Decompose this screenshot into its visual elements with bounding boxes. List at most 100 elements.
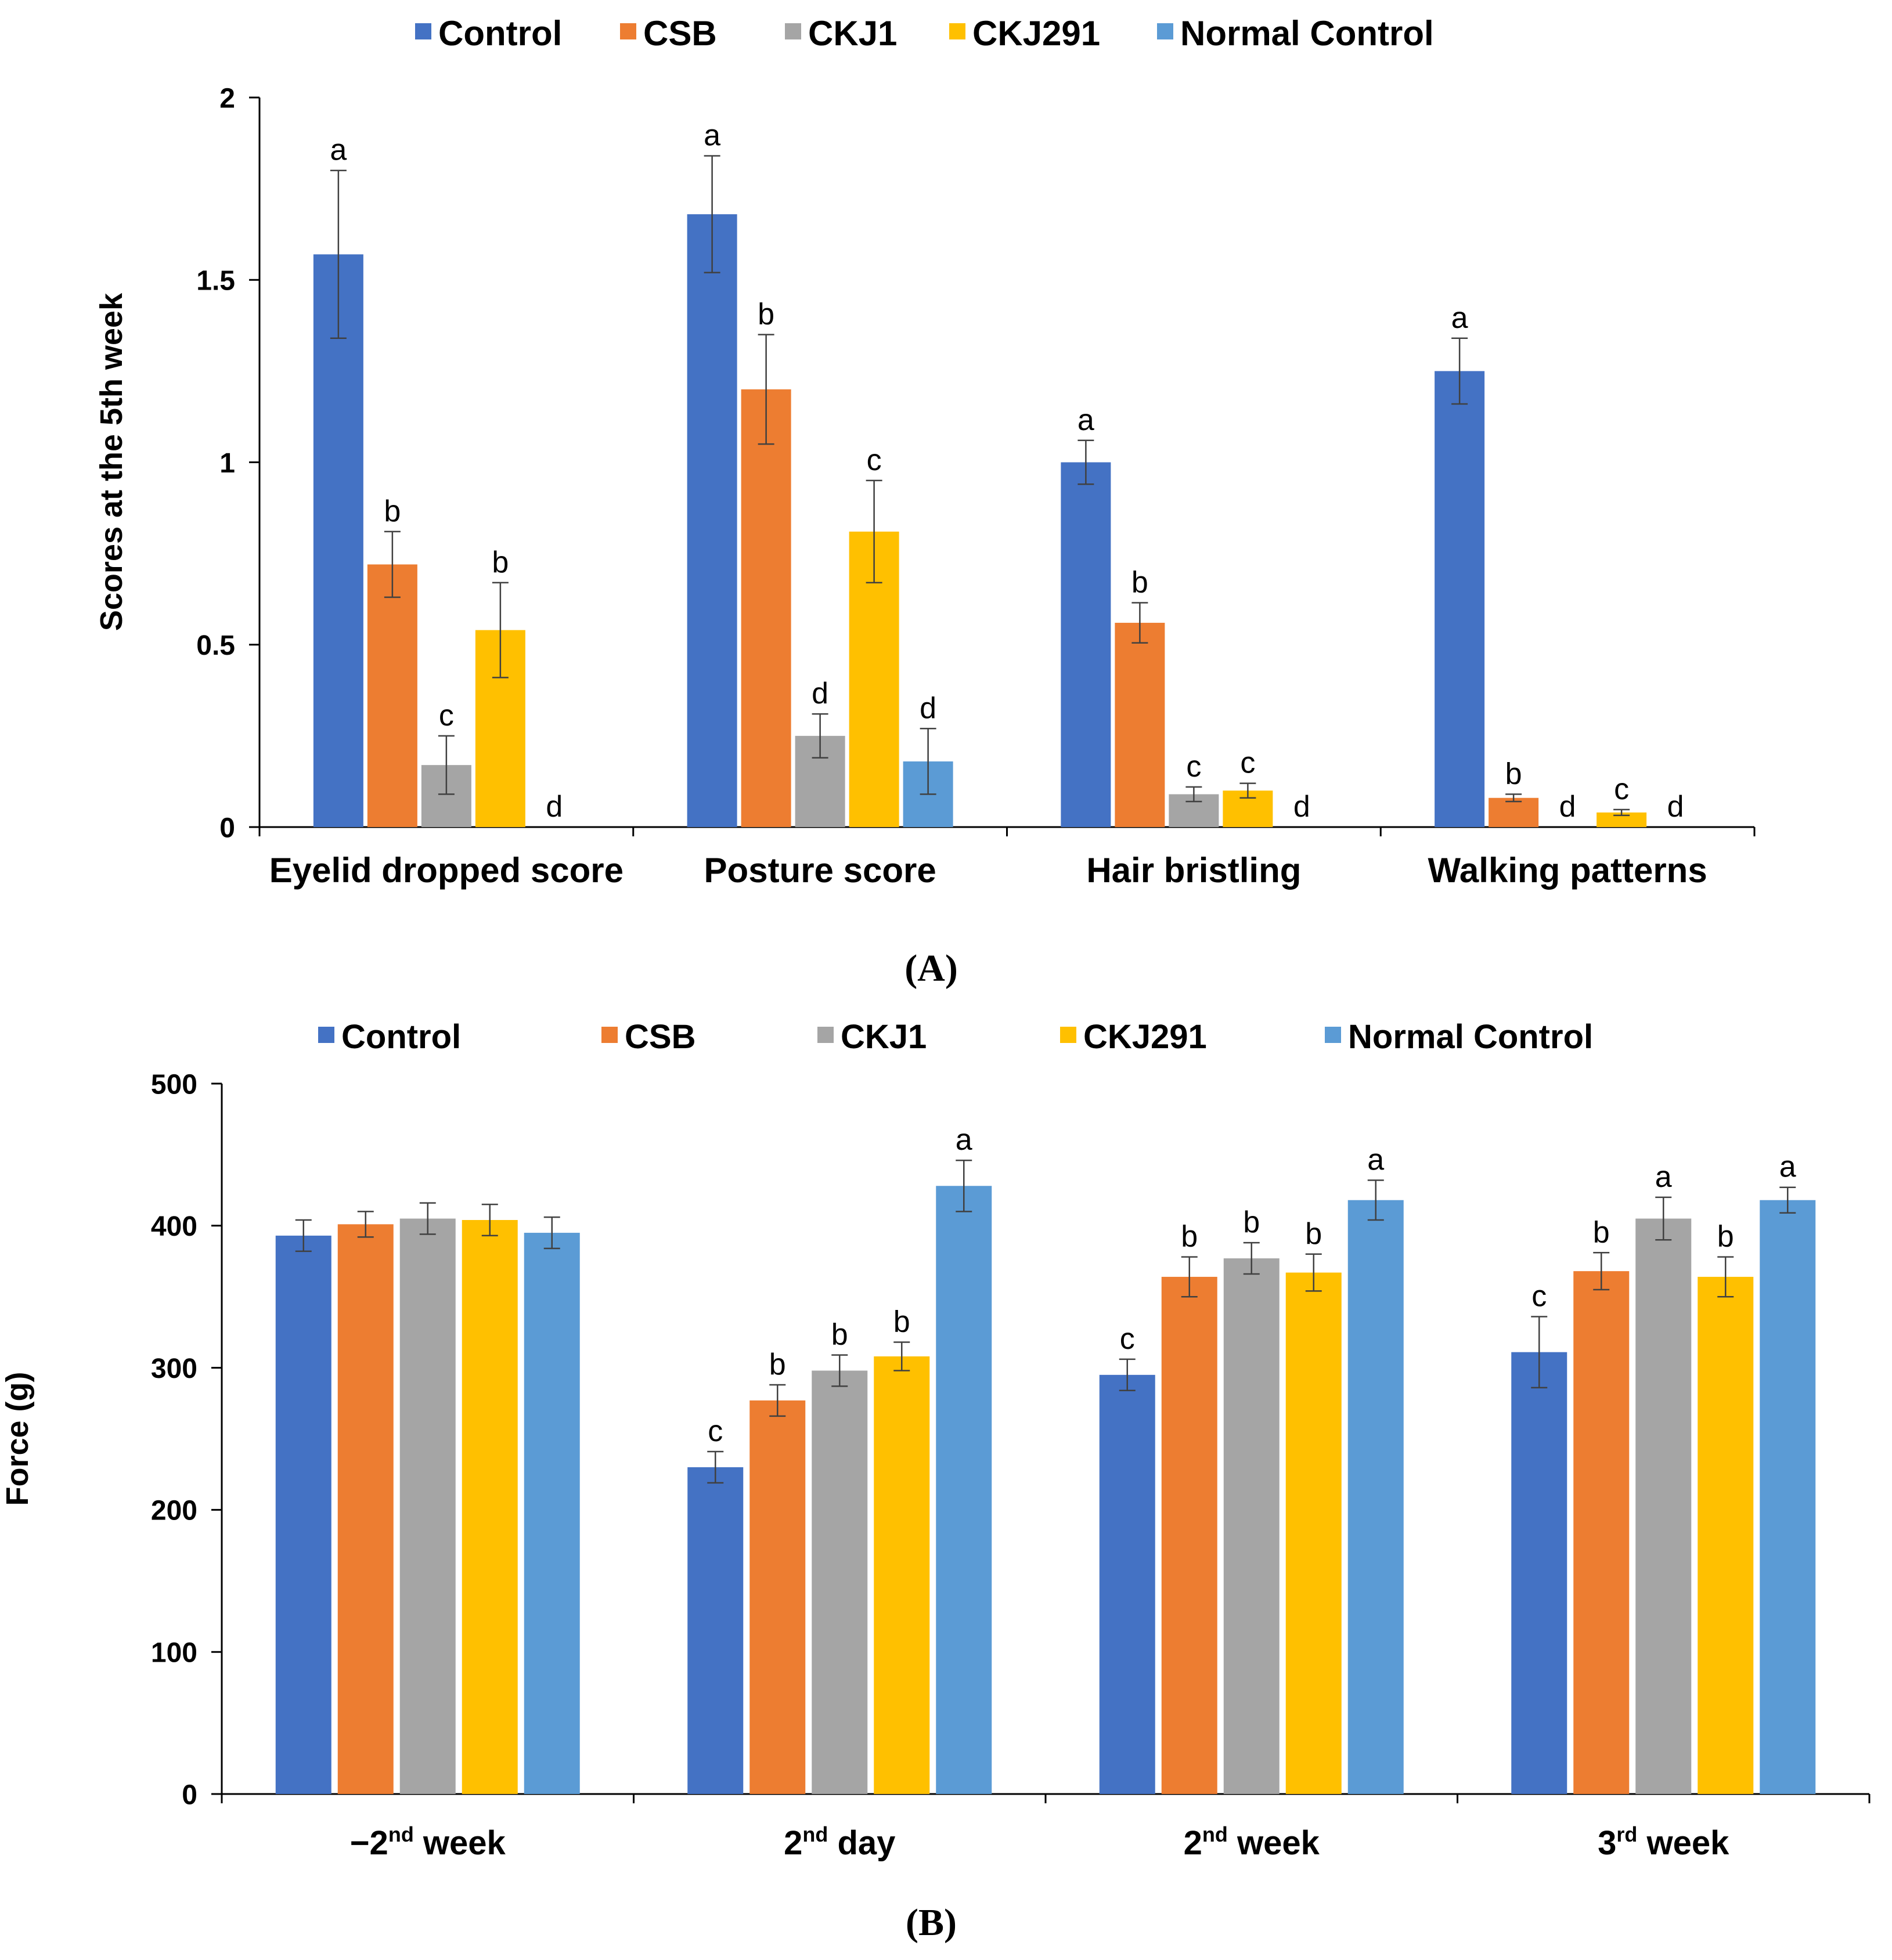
panel-b-y-axis-label: Force (g) (0, 1371, 35, 1506)
panel-a-significance-letter: c (1240, 746, 1255, 780)
panel-a-error-bar (384, 530, 401, 598)
panel-b-error-bar (357, 1211, 374, 1238)
panel-b-error-bar (1717, 1256, 1734, 1298)
panel-b-significance-letter: b (1181, 1220, 1198, 1254)
panel-a-legend-item-control: Control (415, 14, 562, 53)
panel-b-y-tick-label: 400 (151, 1211, 197, 1242)
panel-a-bar-control (313, 254, 363, 827)
panel-b-bar-normal-control (1760, 1200, 1816, 1794)
panel-a-y-tick-label: 2 (219, 83, 235, 114)
panel-b-error-bar (1655, 1196, 1672, 1241)
panel-b-error-bar (1531, 1316, 1548, 1389)
panel-a-significance-letter: d (812, 677, 828, 710)
panel-a-significance-letter: a (330, 133, 347, 167)
panel-a-significance-letter: a (1451, 301, 1468, 335)
legend-swatch (415, 23, 431, 39)
panel-b-y-tick-label: 0 (182, 1779, 197, 1810)
panel-a-category-label: Eyelid dropped score (269, 851, 624, 890)
panel-b-significance-letter: a (956, 1123, 972, 1157)
panel-b-category-label: 2nd week (1184, 1822, 1320, 1862)
legend-label: Control (438, 14, 562, 53)
panel-a-significance-letter: a (704, 119, 720, 153)
legend-swatch (620, 23, 636, 39)
panel-a-significance-letter: c (439, 699, 454, 732)
panel-b-significance-letter: b (1593, 1215, 1610, 1249)
panel-b-significance-letter: b (1243, 1205, 1260, 1239)
panel-a-category-label: Posture score (704, 851, 936, 890)
panel-a-label: (A) (904, 947, 958, 990)
panel-b-bar-csb (337, 1224, 394, 1794)
legend-swatch (817, 1027, 834, 1043)
panel-a-significance-letter: c (867, 443, 882, 477)
panel-b-legend-item-normal-control: Normal Control (1325, 1018, 1593, 1056)
panel-b-bar-control (687, 1467, 744, 1794)
panel-b-bar-normal-control (936, 1186, 992, 1794)
panel-a-significance-letter: c (1614, 773, 1629, 806)
panel-b-bar-csb (1161, 1276, 1217, 1794)
legend-label: CKJ1 (841, 1018, 927, 1056)
legend-label: Normal Control (1348, 1018, 1593, 1056)
panel-a-significance-letter: d (1667, 790, 1684, 824)
panel-a-y-axis-label: Scores at the 5th week (94, 293, 129, 631)
panel-a-significance-letter: d (546, 790, 563, 824)
panel-a-bar-control (1061, 462, 1111, 827)
panel-b-bar-ckj291 (874, 1356, 930, 1794)
legend-label: Normal Control (1180, 14, 1434, 53)
panel-b-error-bar (1593, 1252, 1610, 1291)
panel-a-legend-item-ckj1: CKJ1 (785, 14, 897, 53)
panel-b-chart: 0 100 200 300 400 500 Force (g) −2nd week 2nd da… (0, 1018, 1871, 1944)
panel-a-bar-csb (1115, 623, 1165, 827)
panel-b-error-bar (1119, 1358, 1136, 1392)
panel-a-bar-csb (741, 389, 791, 827)
panel-a-error-bar (1185, 786, 1202, 803)
panel-a-category-label: Hair bristling (1086, 851, 1301, 890)
panel-b-bar-control (1511, 1352, 1567, 1794)
panel-a-error-bar (1131, 602, 1148, 644)
panel-b-legend-item-control: Control (318, 1018, 461, 1056)
panel-b-error-bar (481, 1203, 498, 1237)
panel-a-significance-letter: c (1186, 750, 1201, 784)
panel-a-category-label: Walking patterns (1428, 851, 1707, 890)
panel-a-significance-letter: b (384, 494, 401, 528)
panel-a-significance-letter: d (1293, 790, 1310, 824)
panel-b-bar-normal-control (1347, 1200, 1404, 1794)
legend-swatch (318, 1027, 334, 1043)
panel-a-significance-letter: b (492, 546, 509, 579)
panel-a-bar-csb (367, 564, 417, 827)
panel-a-y-tick-label: 1 (219, 448, 235, 479)
panel-b-error-bar (1305, 1253, 1322, 1292)
panel-b-significance-letter: c (1120, 1322, 1135, 1356)
panel-a-error-bar (330, 169, 347, 340)
panel-a-y-tick-label: 0 (219, 813, 235, 843)
panel-b-bar-ckj1 (812, 1370, 868, 1794)
panel-b-significance-letter: b (1305, 1217, 1322, 1251)
panel-b-bar-control (275, 1235, 331, 1794)
panel-b-bar-ckj291 (462, 1220, 518, 1794)
panel-b-legend-item-ckj1: CKJ1 (817, 1018, 927, 1056)
legend-label: CKJ291 (972, 14, 1100, 53)
panel-a-significance-letter: b (1505, 757, 1522, 791)
legend-swatch (1060, 1027, 1076, 1043)
panel-b-significance-letter: c (1531, 1279, 1547, 1313)
panel-a-y-tick-label: 0.5 (196, 630, 235, 661)
panel-a-error-bar (1077, 439, 1094, 485)
panel-b-y-tick-label: 500 (151, 1069, 197, 1100)
panel-a-significance-letter: a (1077, 403, 1094, 437)
panel-b-legend-item-ckj291: CKJ291 (1060, 1018, 1207, 1056)
legend-label: CKJ291 (1083, 1018, 1207, 1056)
panel-b-significance-letter: b (769, 1348, 786, 1381)
panel-a-significance-letter: b (1131, 565, 1148, 599)
panel-a-y-tick-label: 1.5 (196, 266, 235, 297)
legend-label: CSB (625, 1018, 695, 1056)
panel-b-bar-ckj291 (1285, 1272, 1342, 1794)
panel-b-significance-letter: a (1655, 1160, 1672, 1194)
panel-b-bar-ckj1 (1635, 1218, 1692, 1794)
panel-b-error-bar (769, 1384, 786, 1417)
panel-a-error-bar (1613, 808, 1630, 817)
panel-b-bar-normal-control (524, 1233, 580, 1794)
legend-swatch (785, 23, 801, 39)
panel-a-error-bar (492, 582, 509, 678)
panel-a-error-bar (704, 155, 720, 273)
panel-a-error-bar (1239, 782, 1256, 799)
